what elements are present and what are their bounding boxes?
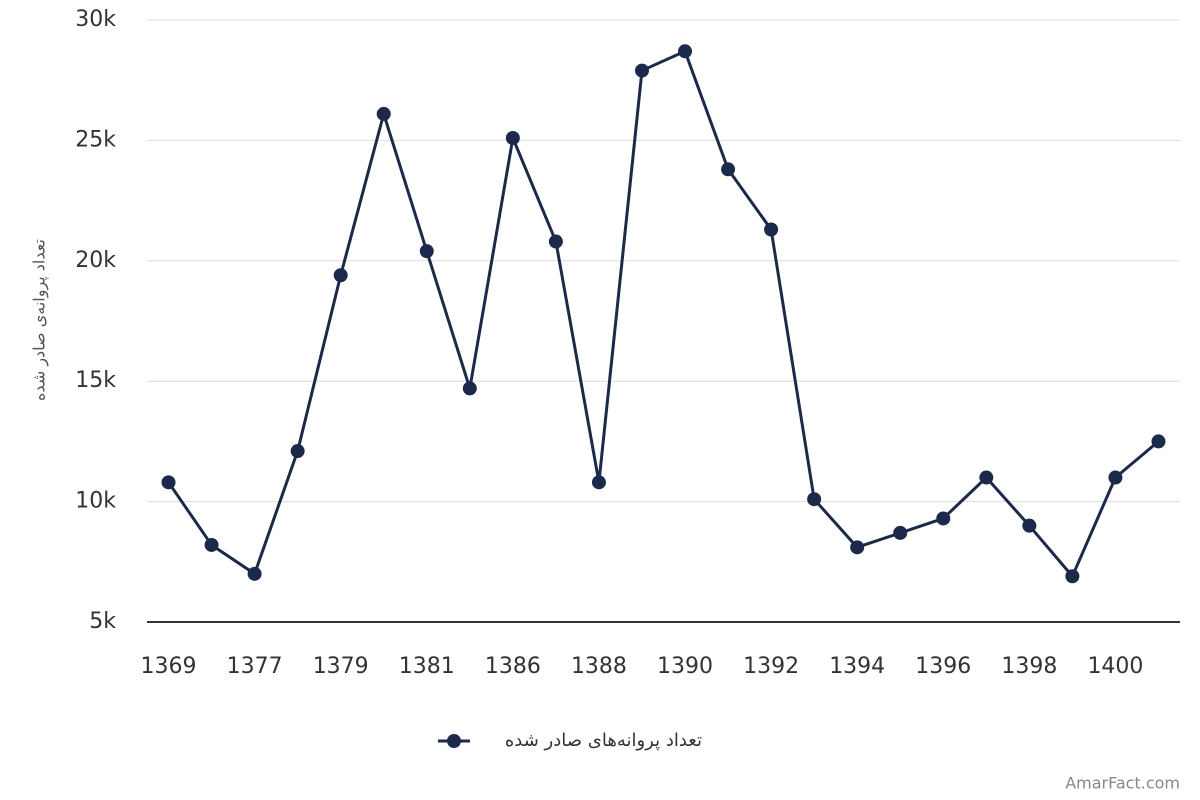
point: [333, 268, 348, 283]
point: [936, 511, 951, 526]
x-tick-label: 1369: [141, 654, 197, 679]
line: [167, 49, 1160, 578]
point: [850, 540, 865, 555]
legend-label: تعداد پروانه‌های صادر شده: [505, 730, 702, 751]
x-tick-label: 1394: [829, 654, 885, 679]
x-tick-label: 1379: [313, 654, 369, 679]
point: [979, 470, 994, 485]
point: [634, 63, 649, 78]
y-tick-label: 25k: [75, 127, 116, 152]
point: [1065, 569, 1080, 584]
point: [204, 537, 219, 552]
x-tick-label: 1381: [399, 654, 455, 679]
x-tick-label: 1388: [571, 654, 627, 679]
y-tick-label: 30k: [75, 7, 116, 32]
y-tick-label: 15k: [75, 368, 116, 393]
point: [764, 222, 779, 237]
point: [893, 525, 908, 540]
x-tick-label: 1396: [915, 654, 971, 679]
point: [505, 130, 520, 145]
x-tick-label: 1390: [657, 654, 713, 679]
y-tick-label: 20k: [75, 248, 116, 273]
point: [376, 106, 391, 121]
point: [419, 244, 434, 259]
point: [548, 234, 563, 249]
point: [678, 44, 693, 59]
point: [1022, 518, 1037, 533]
point: [591, 475, 606, 490]
x-tick-label: 1377: [227, 654, 283, 679]
point: [1108, 470, 1123, 485]
legend-marker: [447, 734, 461, 748]
point: [290, 444, 305, 459]
y-axis-label: تعداد پروانه‌ی صادر شده: [30, 239, 50, 401]
point: [161, 475, 176, 490]
y-tick-label: 10k: [75, 489, 116, 514]
x-tick-label: 1392: [743, 654, 799, 679]
point: [721, 162, 736, 177]
point: [1151, 434, 1166, 449]
x-tick-label: 1386: [485, 654, 541, 679]
point: [247, 566, 262, 581]
watermark: AmarFact.com: [1065, 774, 1180, 793]
x-tick-label: 1400: [1087, 654, 1143, 679]
point: [807, 492, 822, 507]
x-tick-label: 1398: [1001, 654, 1057, 679]
point: [462, 381, 477, 396]
y-tick-label: 5k: [89, 609, 116, 634]
